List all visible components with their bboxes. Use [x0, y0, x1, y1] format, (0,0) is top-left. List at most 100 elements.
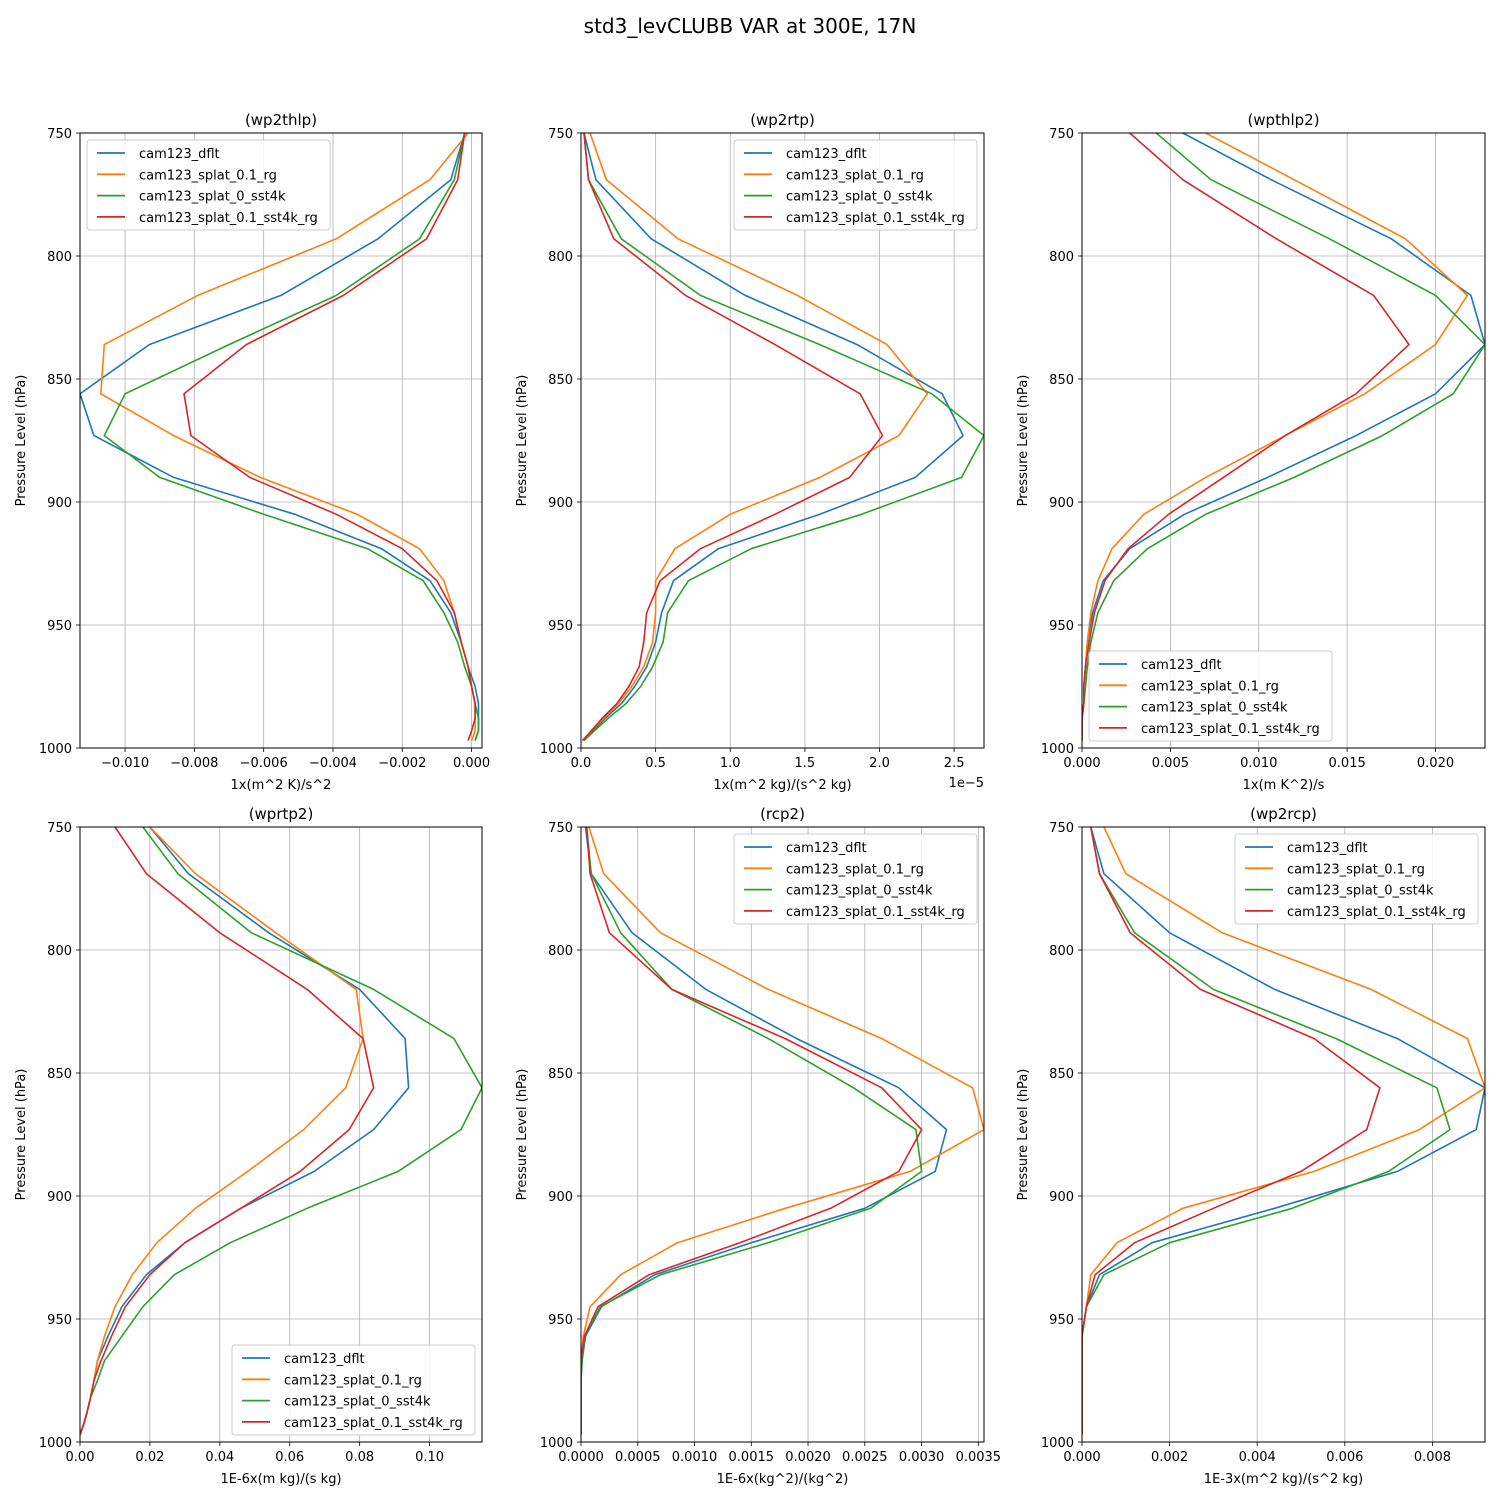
axes-frame — [1081, 132, 1486, 749]
y-tick-label: 750 — [1049, 127, 1074, 142]
x-tick-label: 0.002 — [1151, 1450, 1188, 1465]
y-tick-label: 800 — [548, 250, 573, 265]
legend-box — [1234, 833, 1479, 925]
y-axis-label: Pressure Level (hPa) — [515, 1069, 530, 1201]
series-lines — [80, 133, 480, 741]
legend-label: cam123_splat_0.1_rg — [284, 1373, 422, 1388]
x-tick-label: 0.10 — [415, 1450, 444, 1465]
y-tick-label: 850 — [1049, 373, 1074, 388]
legend-box — [733, 139, 978, 231]
legend-label: cam123_dflt — [1287, 841, 1368, 856]
y-tick-label: 1000 — [1041, 1436, 1074, 1451]
x-tick-label: 0.006 — [1326, 1450, 1363, 1465]
legend: cam123_dflt cam123_splat_0.1_rg cam123_spl… — [231, 1344, 476, 1436]
y-tick-label: 850 — [548, 373, 573, 388]
legend-label: cam123_splat_0.1_rg — [139, 168, 277, 183]
y-tick-label: 900 — [548, 496, 573, 511]
axes-frame — [580, 826, 985, 1443]
series-line-cam123_splat_0.1_rg — [581, 133, 929, 742]
legend-label: cam123_dflt — [1141, 658, 1222, 673]
legend-box — [86, 139, 331, 231]
x-tick-label: 0.0000 — [558, 1450, 604, 1465]
series-line-cam123_splat_0_sst4k — [583, 133, 984, 742]
x-tick-label: −0.002 — [378, 756, 426, 771]
y-tick-label: 900 — [47, 496, 72, 511]
y-tick-label: 950 — [548, 1313, 573, 1328]
subplot-title: (wpthlp2) — [1247, 111, 1319, 129]
legend-label: cam123_splat_0_sst4k — [284, 1395, 431, 1410]
legend: cam123_dflt cam123_splat_0.1_rg cam123_spl… — [733, 833, 978, 925]
series-lines — [1082, 827, 1485, 1435]
legend-label: cam123_splat_0.1_sst4k_rg — [1287, 905, 1466, 920]
legend-label: cam123_splat_0_sst4k — [786, 190, 933, 205]
series-line-cam123_splat_0.1_rg — [581, 827, 984, 1435]
y-tick-label: 950 — [47, 619, 72, 634]
y-tick-label: 900 — [548, 1190, 573, 1205]
y-tick-label: 950 — [1049, 1313, 1074, 1328]
legend-label: cam123_splat_0.1_sst4k_rg — [786, 905, 965, 920]
series-line-cam123_dflt — [1082, 827, 1485, 1435]
subplot-title: (wp2thlp) — [245, 111, 317, 129]
legend: cam123_dflt cam123_splat_0.1_rg cam123_spl… — [1088, 650, 1333, 742]
y-tick-label: 900 — [1049, 1190, 1074, 1205]
x-tick-label: 0.010 — [1240, 756, 1277, 771]
legend: cam123_dflt cam123_splat_0.1_rg cam123_spl… — [86, 139, 331, 231]
series-line-cam123_splat_0_sst4k — [80, 827, 482, 1435]
x-tick-label: 0.5 — [645, 756, 666, 771]
series-line-cam123_splat_0.1_sst4k_rg — [581, 827, 923, 1435]
x-tick-label: 2.0 — [869, 756, 890, 771]
y-tick-label: 750 — [548, 821, 573, 836]
series-lines — [581, 827, 984, 1435]
x-tick-label: 0.0015 — [729, 1450, 775, 1465]
x-tick-label: 0.0030 — [899, 1450, 945, 1465]
x-tick-label: 0.02 — [135, 1450, 164, 1465]
grid — [80, 132, 482, 749]
y-tick-label: 800 — [548, 944, 573, 959]
legend-label: cam123_splat_0_sst4k — [1141, 701, 1288, 716]
y-tick-label: 900 — [1049, 496, 1074, 511]
subplot-2: 0.0 0.5 1.0 1.5 2.0 2.5 750 800 850 900 950 1000 (wp… — [515, 111, 985, 793]
legend-label: cam123_splat_0.1_rg — [786, 862, 924, 877]
legend-label: cam123_splat_0_sst4k — [139, 190, 286, 205]
series-line-cam123_splat_0.1_sst4k_rg — [1082, 827, 1381, 1435]
x-tick-label: 0.008 — [1414, 1450, 1451, 1465]
y-tick-label: 750 — [1049, 821, 1074, 836]
series-line-cam123_splat_0.1_sst4k_rg — [80, 827, 375, 1435]
y-tick-label: 850 — [548, 1067, 573, 1082]
y-tick-label: 750 — [548, 127, 573, 142]
series-line-cam123_dflt — [80, 133, 480, 741]
y-axis-label: Pressure Level (hPa) — [1016, 375, 1031, 507]
series-lines — [80, 827, 482, 1435]
subplot-title: (wp2rtp) — [750, 111, 815, 129]
y-tick-label: 1000 — [39, 1436, 72, 1451]
legend-label: cam123_splat_0.1_sst4k_rg — [786, 211, 965, 226]
y-tick-label: 750 — [47, 821, 72, 836]
x-tick-label: 0.005 — [1152, 756, 1189, 771]
y-tick-label: 1000 — [39, 742, 72, 757]
x-tick-label: −0.008 — [170, 756, 218, 771]
series-lines — [581, 133, 984, 742]
y-tick-label: 950 — [47, 1313, 72, 1328]
legend: cam123_dflt cam123_splat_0.1_rg cam123_spl… — [733, 139, 978, 231]
subplot-4: 0.00 0.02 0.04 0.06 0.08 0.10 750 800 850 900 950 1… — [14, 805, 483, 1487]
subplot-5: 0.0000 0.0005 0.0010 0.0015 0.0020 0.0025 0.00… — [515, 805, 1001, 1487]
y-tick-label: 800 — [47, 944, 72, 959]
y-axis-label: Pressure Level (hPa) — [515, 375, 530, 507]
x-tick-label: 0.0010 — [672, 1450, 718, 1465]
series-line-cam123_splat_0.1_sst4k_rg — [183, 133, 476, 741]
series-line-cam123_dflt — [581, 827, 948, 1435]
x-tick-label: 0.0005 — [615, 1450, 661, 1465]
axes-frame — [79, 826, 483, 1443]
subplot-3: 0.000 0.005 0.010 0.015 0.020 750 800 850 900 950… — [1016, 111, 1486, 793]
series-line-cam123_splat_0.1_rg — [80, 827, 364, 1435]
legend-label: cam123_splat_0_sst4k — [786, 884, 933, 899]
y-tick-label: 850 — [47, 373, 72, 388]
x-axis-label: 1x(m^2 K)/s^2 — [231, 778, 332, 793]
x-tick-label: 0.0 — [571, 756, 592, 771]
y-axis-label: Pressure Level (hPa) — [1016, 1069, 1031, 1201]
axes-frame — [79, 132, 483, 749]
y-tick-label: 1000 — [540, 742, 573, 757]
legend-label: cam123_dflt — [786, 147, 867, 162]
